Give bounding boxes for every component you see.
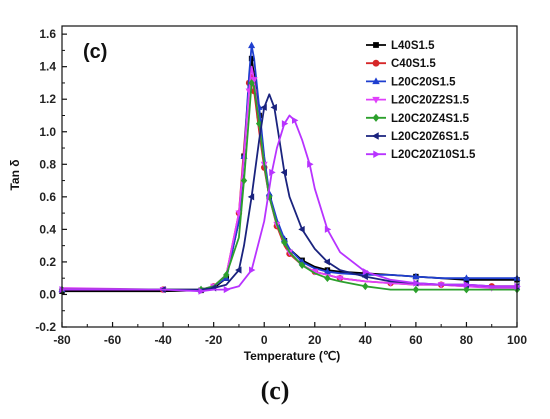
data-point — [223, 271, 230, 279]
data-point — [373, 150, 381, 158]
data-point — [362, 282, 369, 291]
plot-frame — [61, 25, 518, 328]
x-tick-label: 20 — [308, 333, 322, 347]
data-point — [307, 160, 314, 168]
data-point — [336, 275, 344, 283]
data-point — [255, 119, 263, 128]
legend-label: L20C20S1.5 — [391, 76, 456, 88]
y-axis-label: Tan δ — [8, 159, 22, 190]
data-point — [298, 261, 306, 270]
legend-label: L20C20Z6S1.5 — [391, 131, 470, 143]
y-tick-label: 0.2 — [39, 255, 56, 269]
data-point — [250, 77, 258, 84]
data-point — [269, 168, 276, 176]
data-point — [298, 225, 305, 233]
y-tick-label: 1.0 — [39, 125, 56, 139]
x-tick-label: 0 — [261, 333, 268, 347]
legend-label: L20C20Z4S1.5 — [391, 113, 470, 125]
x-tick-label: -20 — [205, 333, 223, 347]
legend: L40S1.5 C40S1.5 L20C20S1.5 L20C20Z2S1.5 L20C… — [366, 40, 476, 161]
data-point — [324, 225, 332, 233]
series-L40S1.5 — [59, 55, 520, 294]
y-tick-label: 0.4 — [39, 222, 56, 236]
data-point — [59, 286, 66, 294]
y-tick-label: 1.2 — [39, 92, 56, 106]
data-point — [240, 176, 248, 185]
x-tick-label: 60 — [409, 333, 423, 347]
x-tick-label: 80 — [460, 333, 474, 347]
x-tick-label: -60 — [104, 333, 122, 347]
data-point — [372, 113, 380, 122]
data-point — [371, 132, 379, 140]
series-line — [62, 82, 517, 291]
data-point — [372, 59, 380, 67]
figure-caption: (c) — [260, 376, 290, 405]
y-tick-label: -0.2 — [35, 320, 56, 334]
data-point — [372, 96, 380, 104]
legend-item: L40S1.5 — [366, 40, 435, 52]
legend-item: C40S1.5 — [366, 58, 436, 70]
legend-label: L40S1.5 — [391, 40, 435, 52]
legend-item: L20C20S1.5 — [366, 76, 456, 88]
x-tick-label: -80 — [53, 333, 71, 347]
data-point — [198, 287, 205, 295]
legend-item: L20C20Z2S1.5 — [366, 95, 470, 107]
data-point — [323, 267, 331, 275]
series-L20C20Z4S1.5 — [58, 79, 521, 294]
data-point — [247, 193, 255, 201]
data-point — [372, 77, 380, 85]
x-tick-label: 100 — [507, 333, 527, 347]
data-point — [248, 79, 255, 87]
data-point — [412, 272, 420, 280]
legend-item: L20C20Z4S1.5 — [366, 113, 470, 125]
legend-label: L20C20Z10S1.5 — [391, 149, 476, 161]
axis-ticks: -80 -60 -40 -20 0 20 40 60 80 100 -0.2 0.0 0.2 0.4 0.6… — [35, 27, 527, 347]
series-line — [62, 44, 517, 291]
data-point — [248, 41, 256, 49]
data-point — [223, 286, 231, 294]
data-point — [260, 103, 267, 111]
x-tick-label: -40 — [154, 333, 172, 347]
data-point — [281, 238, 288, 247]
series-C40S1.5 — [62, 73, 517, 293]
series-line — [62, 73, 517, 291]
series-L20C20Z10S1.5 — [59, 114, 521, 295]
data-point — [291, 116, 299, 124]
data-point — [249, 266, 256, 274]
data-point — [462, 274, 470, 281]
data-point — [413, 279, 420, 287]
y-tick-label: 0.8 — [39, 157, 56, 171]
panel-label: (c) — [83, 41, 107, 63]
data-point — [514, 282, 521, 290]
data-point — [373, 42, 379, 48]
data-point — [280, 168, 288, 176]
legend-label: C40S1.5 — [391, 58, 436, 70]
data-point — [412, 285, 420, 294]
x-axis-label: Temperature (℃) — [244, 349, 341, 363]
data-point — [248, 55, 255, 62]
y-tick-label: 1.6 — [39, 27, 56, 41]
legend-item: L20C20Z10S1.5 — [366, 149, 476, 161]
data-point — [463, 281, 471, 289]
y-tick-label: 0.0 — [39, 287, 56, 301]
plot-area — [58, 41, 521, 295]
data-point — [324, 274, 331, 283]
y-tick-label: 0.6 — [39, 190, 56, 204]
data-point — [281, 120, 289, 128]
x-tick-label: 40 — [359, 333, 373, 347]
legend-item: L20C20Z6S1.5 — [366, 131, 470, 143]
data-point — [361, 273, 368, 281]
legend-label: L20C20Z2S1.5 — [391, 95, 470, 107]
data-point — [270, 103, 277, 111]
data-point — [362, 268, 370, 276]
data-point — [235, 266, 242, 274]
data-point — [323, 258, 330, 266]
y-tick-label: 1.4 — [39, 60, 56, 74]
